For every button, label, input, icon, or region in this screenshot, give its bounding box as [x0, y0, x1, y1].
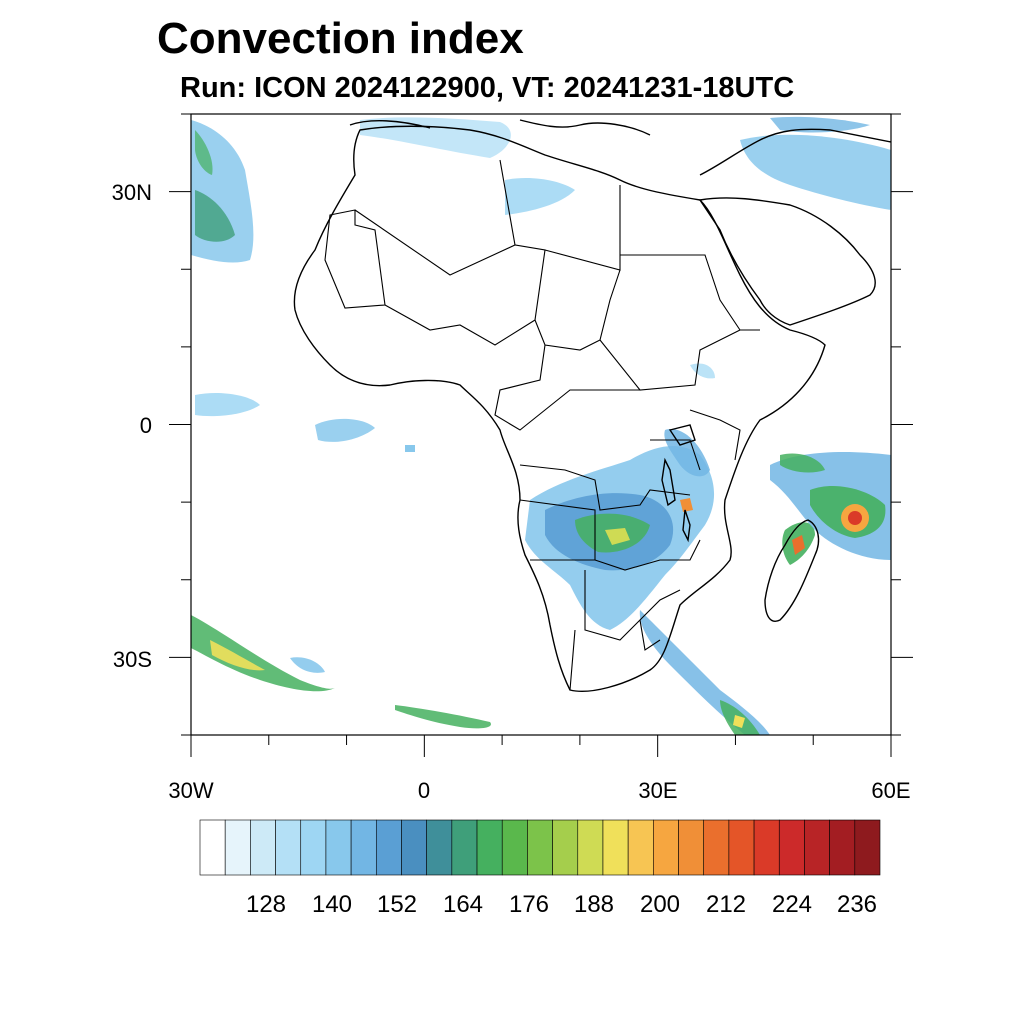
colorbar-label: 224 [772, 891, 812, 918]
field-zambia-yellow [605, 528, 630, 545]
colorbar-swatch [476, 819, 503, 876]
colorbar-swatch [703, 819, 730, 876]
middle-east-coast [699, 128, 891, 176]
colorbar-swatch [829, 819, 856, 876]
colorbar-label: 128 [246, 891, 286, 918]
lake-victoria [668, 424, 696, 446]
field-sahara-band [505, 178, 575, 215]
lake-tanganyika [661, 457, 676, 507]
field-moz-band [639, 610, 770, 735]
field-zambia-orange [680, 498, 693, 512]
field-ne-atlantic-core2 [195, 130, 213, 175]
lake-malawi [682, 509, 691, 543]
x-tick-label: 60E [871, 778, 910, 803]
colorbar-label: 140 [312, 891, 352, 918]
colorbar-swatch [854, 819, 881, 876]
country-borders [324, 159, 760, 691]
field-middle-east-2 [770, 116, 870, 133]
field-south-atlantic-yellow [210, 640, 265, 671]
colorbar-label: 236 [837, 891, 877, 918]
colorbar-swatch [778, 819, 805, 876]
colorbar-label: 212 [706, 891, 746, 918]
field-moz-band-yellow [733, 715, 745, 728]
x-tick-label: 0 [418, 778, 430, 803]
colorbar-swatch [527, 819, 553, 876]
field-south-atlantic-blue [290, 657, 325, 673]
field-eq-atlantic-1 [195, 393, 260, 417]
colorbar-swatch [627, 819, 654, 876]
colorbar-swatch [426, 819, 453, 876]
colorbar-label: 164 [443, 891, 483, 918]
colorbar-swatch [577, 819, 604, 876]
colorbar-swatch [501, 819, 528, 876]
africa-coastline [293, 125, 826, 692]
y-tick-label: 30S [113, 647, 152, 672]
field-cyclone-north [780, 453, 825, 473]
colorbar-label: 152 [377, 891, 417, 918]
x-tick-label: 30E [638, 778, 677, 803]
colorbar-swatch [753, 819, 780, 876]
colorbar-swatch [300, 819, 327, 876]
field-ne-atlantic-core [195, 190, 235, 242]
coastline-layer [293, 119, 891, 692]
colorbar-swatch [804, 819, 830, 876]
colorbar-swatch [678, 819, 705, 876]
colorbar-labels: 128 140 152 164 176 188 200 212 224 236 [246, 891, 877, 918]
x-axis-labels: 30W 0 30E 60E [168, 778, 910, 803]
field-east-africa [690, 363, 715, 379]
field-middle-east [740, 134, 891, 210]
x-tick-label: 30W [168, 778, 213, 803]
madagascar-coastline [764, 519, 820, 622]
colorbar-swatch [199, 819, 226, 876]
y-axis-labels: 30N 0 30S [112, 180, 152, 672]
field-madagascar-core [792, 535, 805, 555]
colorbar-swatch [728, 819, 755, 876]
colorbar-label: 200 [640, 891, 680, 918]
arabia-coastline [698, 197, 876, 326]
colorbar-swatch [375, 819, 402, 876]
europe-coast [349, 119, 651, 136]
convection-field-layer [191, 116, 891, 735]
colorbar [199, 819, 881, 876]
colorbar-swatch [325, 819, 352, 876]
chart-title: Convection index [157, 14, 524, 63]
y-tick-label: 0 [140, 413, 152, 438]
field-mediterranean [360, 117, 511, 158]
colorbar-label: 188 [574, 891, 614, 918]
colorbar-swatch [401, 819, 427, 876]
colorbar-swatch [224, 819, 251, 876]
field-cyclone-eye [848, 511, 862, 525]
colorbar-swatch [653, 819, 679, 876]
colorbar-swatch [552, 819, 579, 876]
field-south-atlantic-tail [395, 705, 491, 729]
y-tick-label: 30N [112, 180, 152, 205]
colorbar-label: 176 [509, 891, 549, 918]
colorbar-swatch [451, 819, 478, 876]
colorbar-swatch [275, 819, 302, 876]
axis-ticks [169, 113, 913, 757]
colorbar-swatch [250, 819, 276, 876]
colorbar-swatch [350, 819, 377, 876]
colorbar-swatch [602, 819, 629, 876]
chart-subtitle: Run: ICON 2024122900, VT: 20241231-18UTC [180, 72, 795, 104]
field-eq-atlantic-3 [405, 445, 415, 452]
field-eq-atlantic-2 [315, 418, 375, 442]
